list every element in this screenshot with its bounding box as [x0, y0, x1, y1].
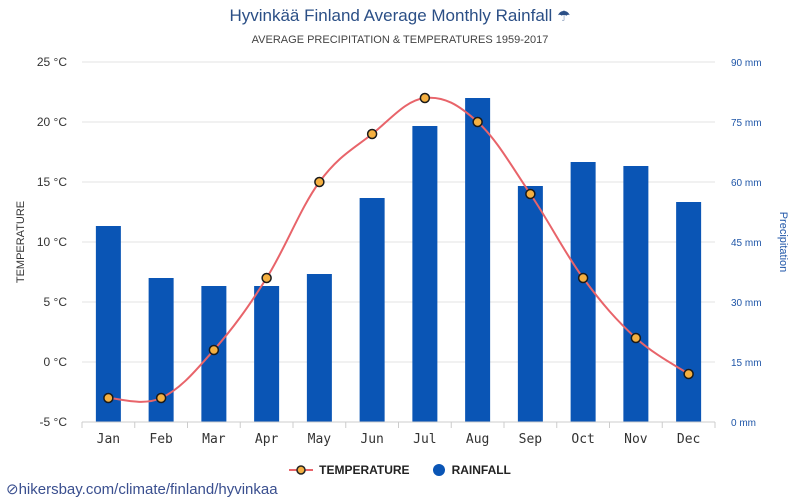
right-tick-label: 90 mm [731, 58, 762, 69]
x-tick-label: Apr [255, 432, 279, 447]
rainfall-bar [412, 126, 438, 422]
legend-item-temperature[interactable]: TEMPERATURE [289, 463, 410, 477]
temperature-point [155, 392, 167, 404]
rainfall-bar [570, 162, 596, 422]
chart-title: Hyvinkää Finland Average Monthly Rainfal… [0, 6, 800, 26]
source-link-text: hikersbay.com/climate/finland/hyvinkaa [18, 481, 278, 498]
right-tick-label: 45 mm [731, 238, 762, 249]
temperature-point [525, 188, 536, 200]
rainfall-bar [517, 186, 543, 422]
left-tick-label: 5 °C [44, 295, 68, 309]
legend-label-rainfall: RAINFALL [451, 463, 511, 477]
x-tick-label: Jan [97, 432, 120, 447]
x-tick-label: Nov [624, 432, 648, 447]
legend-label-temperature: TEMPERATURE [319, 463, 410, 477]
umbrella-icon: ☂ [557, 8, 571, 25]
x-tick-label: Oct [571, 432, 594, 447]
chart-title-text: Hyvinkää Finland Average Monthly Rainfal… [229, 6, 553, 25]
legend: TEMPERATURE RAINFALL [0, 463, 800, 477]
temperature-line [108, 96, 690, 403]
left-tick-label: 15 °C [37, 175, 67, 189]
x-tick-label: Mar [202, 432, 226, 447]
link-icon: ⊘ [6, 481, 19, 498]
rainfall-bar [306, 274, 332, 422]
right-tick-label: 75 mm [731, 118, 762, 129]
right-tick-label: 0 mm [731, 418, 756, 429]
x-tick-label: Feb [149, 432, 173, 447]
left-tick-label: 0 °C [44, 355, 68, 369]
rainfall-bar [95, 226, 121, 422]
x-tick-label: Aug [466, 432, 489, 447]
right-axis-title: Precipitation [777, 212, 789, 273]
left-tick-label: 25 °C [37, 55, 67, 69]
temperature-point [366, 128, 378, 140]
temperature-point [419, 92, 431, 104]
rainfall-bar [623, 166, 649, 422]
legend-item-rainfall[interactable]: RAINFALL [432, 463, 511, 477]
rainfall-bar [676, 202, 702, 422]
source-link[interactable]: ⊘hikersbay.com/climate/finland/hyvinkaa [6, 480, 278, 498]
right-tick-label: 15 mm [731, 358, 762, 369]
temperature-point [630, 332, 642, 344]
temperature-point [103, 392, 114, 404]
chart-subtitle: AVERAGE PRECIPITATION & TEMPERATURES 195… [251, 34, 549, 46]
x-tick-label: Jul [413, 432, 436, 447]
temperature-point [577, 272, 589, 284]
temperature-point [261, 272, 272, 284]
rainfall-bar [359, 198, 385, 422]
left-tick-label: 10 °C [37, 235, 67, 249]
right-tick-label: 30 mm [731, 298, 762, 309]
rainfall-legend-icon [432, 464, 445, 476]
rainfall-bar [254, 286, 280, 422]
x-tick-label: Jun [360, 432, 383, 447]
temperature-point [314, 176, 325, 188]
x-tick-label: Sep [519, 432, 543, 447]
left-tick-label: 20 °C [37, 115, 67, 129]
left-tick-label: -5 °C [40, 415, 68, 429]
x-tick-label: May [308, 432, 332, 447]
temperature-point [208, 344, 220, 356]
rainfall-bar [465, 98, 491, 422]
temperature-legend-icon [289, 465, 314, 475]
temperature-point [683, 368, 694, 380]
x-tick-label: Dec [677, 432, 700, 447]
temperature-point [472, 116, 483, 128]
right-tick-label: 60 mm [731, 178, 762, 189]
left-axis-title: TEMPERATURE [15, 201, 27, 283]
